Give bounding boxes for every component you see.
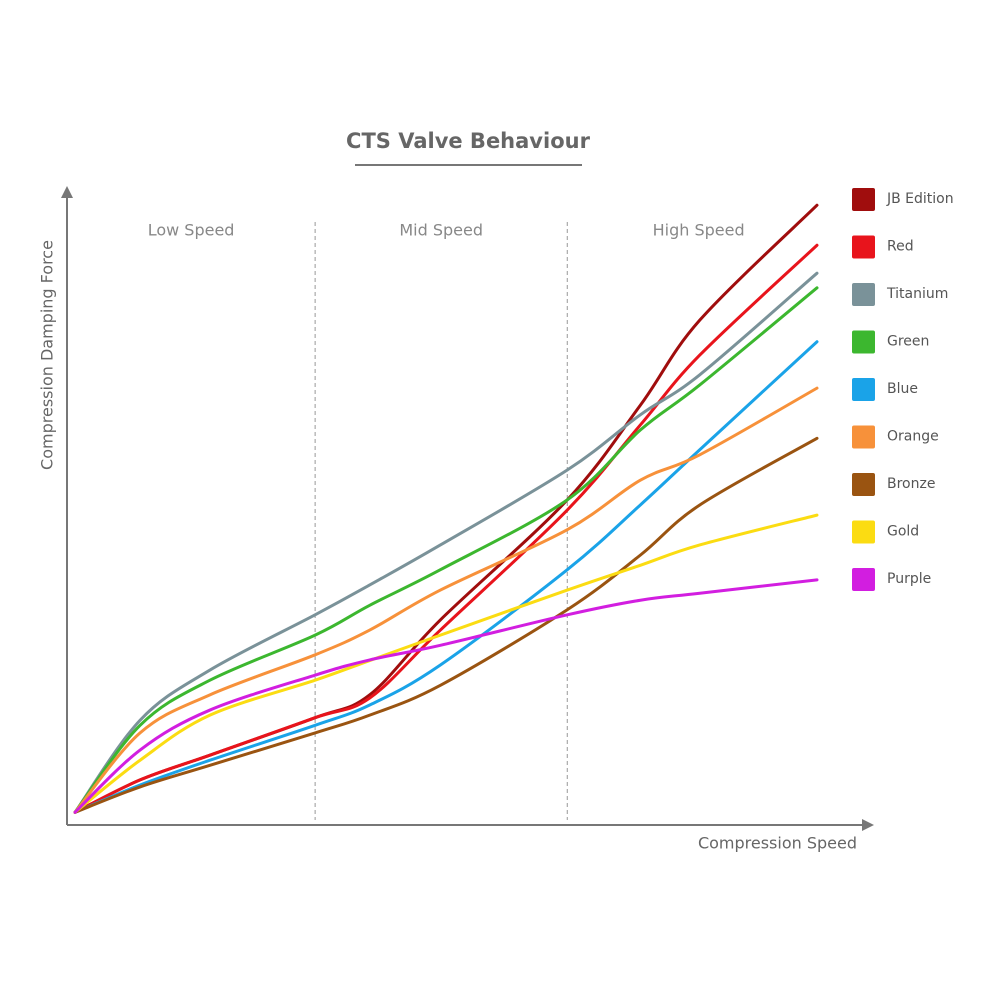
legend-label: Green (887, 334, 929, 350)
legend-label: Gold (887, 524, 919, 540)
series-line (73, 286, 819, 814)
y-axis-label: Compression Damping Force (38, 240, 57, 470)
series-line (73, 578, 819, 814)
series-line (73, 340, 819, 814)
legend-label: Orange (887, 429, 939, 445)
region-label: High Speed (653, 221, 745, 240)
legend-swatch (852, 283, 875, 306)
legend-swatch (852, 235, 875, 259)
legend-label: Purple (887, 571, 931, 587)
legend-swatch (852, 330, 875, 354)
legend-swatch (852, 473, 875, 496)
series-line (73, 386, 819, 814)
legend-label: Bronze (887, 476, 935, 492)
series-line (73, 436, 819, 814)
legend-swatch (852, 378, 875, 401)
legend-label: Titanium (886, 286, 948, 302)
chart-title: CTS Valve Behaviour (346, 129, 591, 153)
legend-swatch (852, 520, 875, 544)
y-axis-arrow (61, 186, 73, 198)
series-line (73, 271, 819, 814)
legend-label: JB Edition (886, 191, 954, 207)
legend-swatch (852, 188, 875, 211)
x-axis-label: Compression Speed (698, 834, 857, 853)
x-axis-arrow (862, 819, 874, 831)
region-label: Mid Speed (399, 221, 483, 240)
series-line (73, 513, 819, 814)
legend-swatch (852, 425, 875, 449)
legend-label: Red (887, 239, 914, 255)
legend-swatch (852, 568, 875, 591)
region-label: Low Speed (148, 221, 235, 240)
legend-label: Blue (887, 381, 918, 397)
series-line (73, 243, 819, 814)
